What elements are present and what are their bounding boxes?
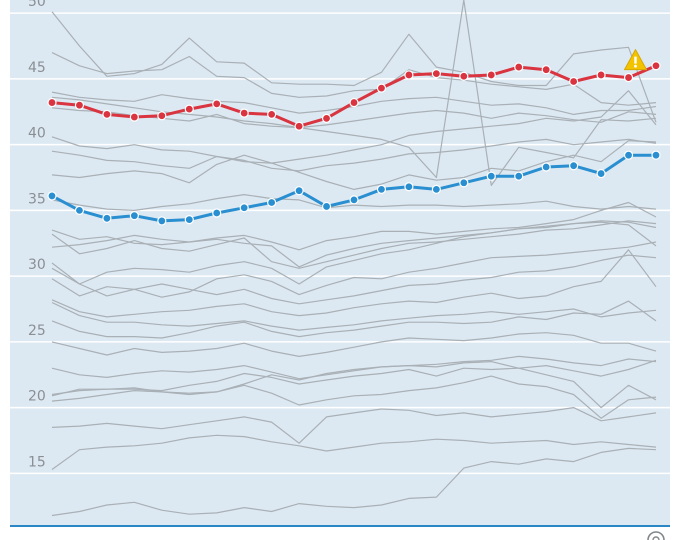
data-point bbox=[47, 97, 57, 108]
gridlines bbox=[10, 12, 670, 475]
y-tick-label-30: 30 bbox=[28, 257, 46, 273]
plot-background bbox=[10, 0, 670, 526]
data-point bbox=[541, 65, 551, 75]
data-point bbox=[74, 205, 85, 215]
data-point bbox=[157, 216, 167, 226]
data-point bbox=[569, 161, 579, 171]
data-point bbox=[129, 211, 139, 221]
gray-series-line-11 bbox=[51, 220, 657, 268]
settings-gear-icon[interactable] bbox=[647, 531, 665, 540]
gray-series-line-spike bbox=[51, 0, 657, 186]
data-point bbox=[514, 171, 524, 181]
data-point bbox=[294, 186, 304, 196]
data-point bbox=[321, 201, 332, 212]
gray-series-line-7 bbox=[51, 140, 657, 190]
y-tick-label-25: 25 bbox=[28, 323, 46, 339]
gray-series-line-15 bbox=[51, 249, 657, 318]
gray-series-line-16 bbox=[51, 301, 657, 331]
gray-series-line-10 bbox=[51, 220, 657, 269]
data-point bbox=[102, 213, 112, 223]
gray-series-line-17 bbox=[51, 300, 657, 339]
gray-series-line-22 bbox=[51, 375, 657, 419]
y-tick-label-40: 40 bbox=[28, 126, 46, 142]
y-axis-ticks: 15 20 25 30 35 40 45 50 bbox=[28, 0, 46, 470]
gray-series-line-21 bbox=[51, 361, 657, 409]
data-point bbox=[212, 99, 222, 109]
data-point bbox=[651, 150, 661, 160]
data-point bbox=[267, 197, 277, 208]
data-point bbox=[184, 104, 194, 114]
data-point bbox=[184, 215, 194, 225]
gray-series-line-25 bbox=[51, 447, 657, 517]
data-point bbox=[102, 109, 112, 120]
data-point bbox=[431, 69, 441, 79]
data-point bbox=[486, 70, 496, 80]
gray-series-line-12 bbox=[51, 221, 657, 285]
data-point bbox=[376, 184, 387, 194]
highlight-series-red bbox=[47, 61, 661, 131]
data-point bbox=[431, 184, 441, 194]
data-point bbox=[623, 72, 634, 83]
gray-series-line-24 bbox=[51, 434, 657, 470]
data-point bbox=[404, 182, 414, 192]
data-point bbox=[596, 70, 606, 80]
y-tick-label-45: 45 bbox=[28, 60, 46, 76]
data-point bbox=[349, 195, 359, 205]
data-point bbox=[541, 162, 551, 172]
data-point bbox=[376, 83, 387, 93]
data-point bbox=[596, 168, 606, 179]
data-point bbox=[74, 100, 85, 110]
data-point bbox=[294, 121, 304, 131]
data-point bbox=[459, 178, 469, 188]
y-tick-label-15: 15 bbox=[28, 454, 46, 470]
gray-series-line-19 bbox=[51, 355, 657, 380]
data-point bbox=[239, 203, 249, 213]
gray-series-line-13 bbox=[51, 241, 657, 298]
y-tick-label-50: 50 bbox=[28, 0, 46, 10]
data-point bbox=[486, 171, 496, 181]
data-point bbox=[514, 62, 524, 72]
y-tick-label-35: 35 bbox=[28, 191, 46, 207]
data-point bbox=[47, 191, 57, 201]
gray-series-line-18 bbox=[51, 332, 657, 357]
data-point bbox=[129, 112, 139, 122]
data-point bbox=[569, 76, 579, 87]
data-point bbox=[349, 97, 359, 108]
data-point bbox=[321, 113, 332, 123]
data-point bbox=[404, 70, 414, 80]
warning-dot bbox=[634, 64, 637, 68]
gray-series-line-23 bbox=[51, 407, 657, 444]
data-point bbox=[459, 71, 469, 81]
warning-triangle-icon bbox=[624, 49, 647, 71]
background-series bbox=[51, 0, 657, 517]
data-point bbox=[651, 61, 661, 71]
gray-series-line-9 bbox=[51, 201, 657, 251]
data-point bbox=[157, 111, 167, 121]
gray-series-line-8 bbox=[51, 194, 657, 211]
data-point bbox=[212, 208, 222, 218]
gray-series-line-14 bbox=[51, 254, 657, 305]
y-tick-label-20: 20 bbox=[28, 389, 46, 405]
data-point bbox=[623, 150, 634, 160]
gray-series-line-2 bbox=[51, 52, 657, 106]
highlight-series-blue bbox=[47, 150, 661, 226]
annotation-layer bbox=[624, 49, 647, 71]
gray-series-line-6 bbox=[51, 138, 657, 172]
data-point bbox=[239, 108, 249, 118]
gray-series-line-5 bbox=[51, 90, 657, 164]
warning-bar bbox=[634, 56, 637, 64]
highlight-series bbox=[47, 61, 661, 226]
data-point bbox=[267, 109, 277, 120]
